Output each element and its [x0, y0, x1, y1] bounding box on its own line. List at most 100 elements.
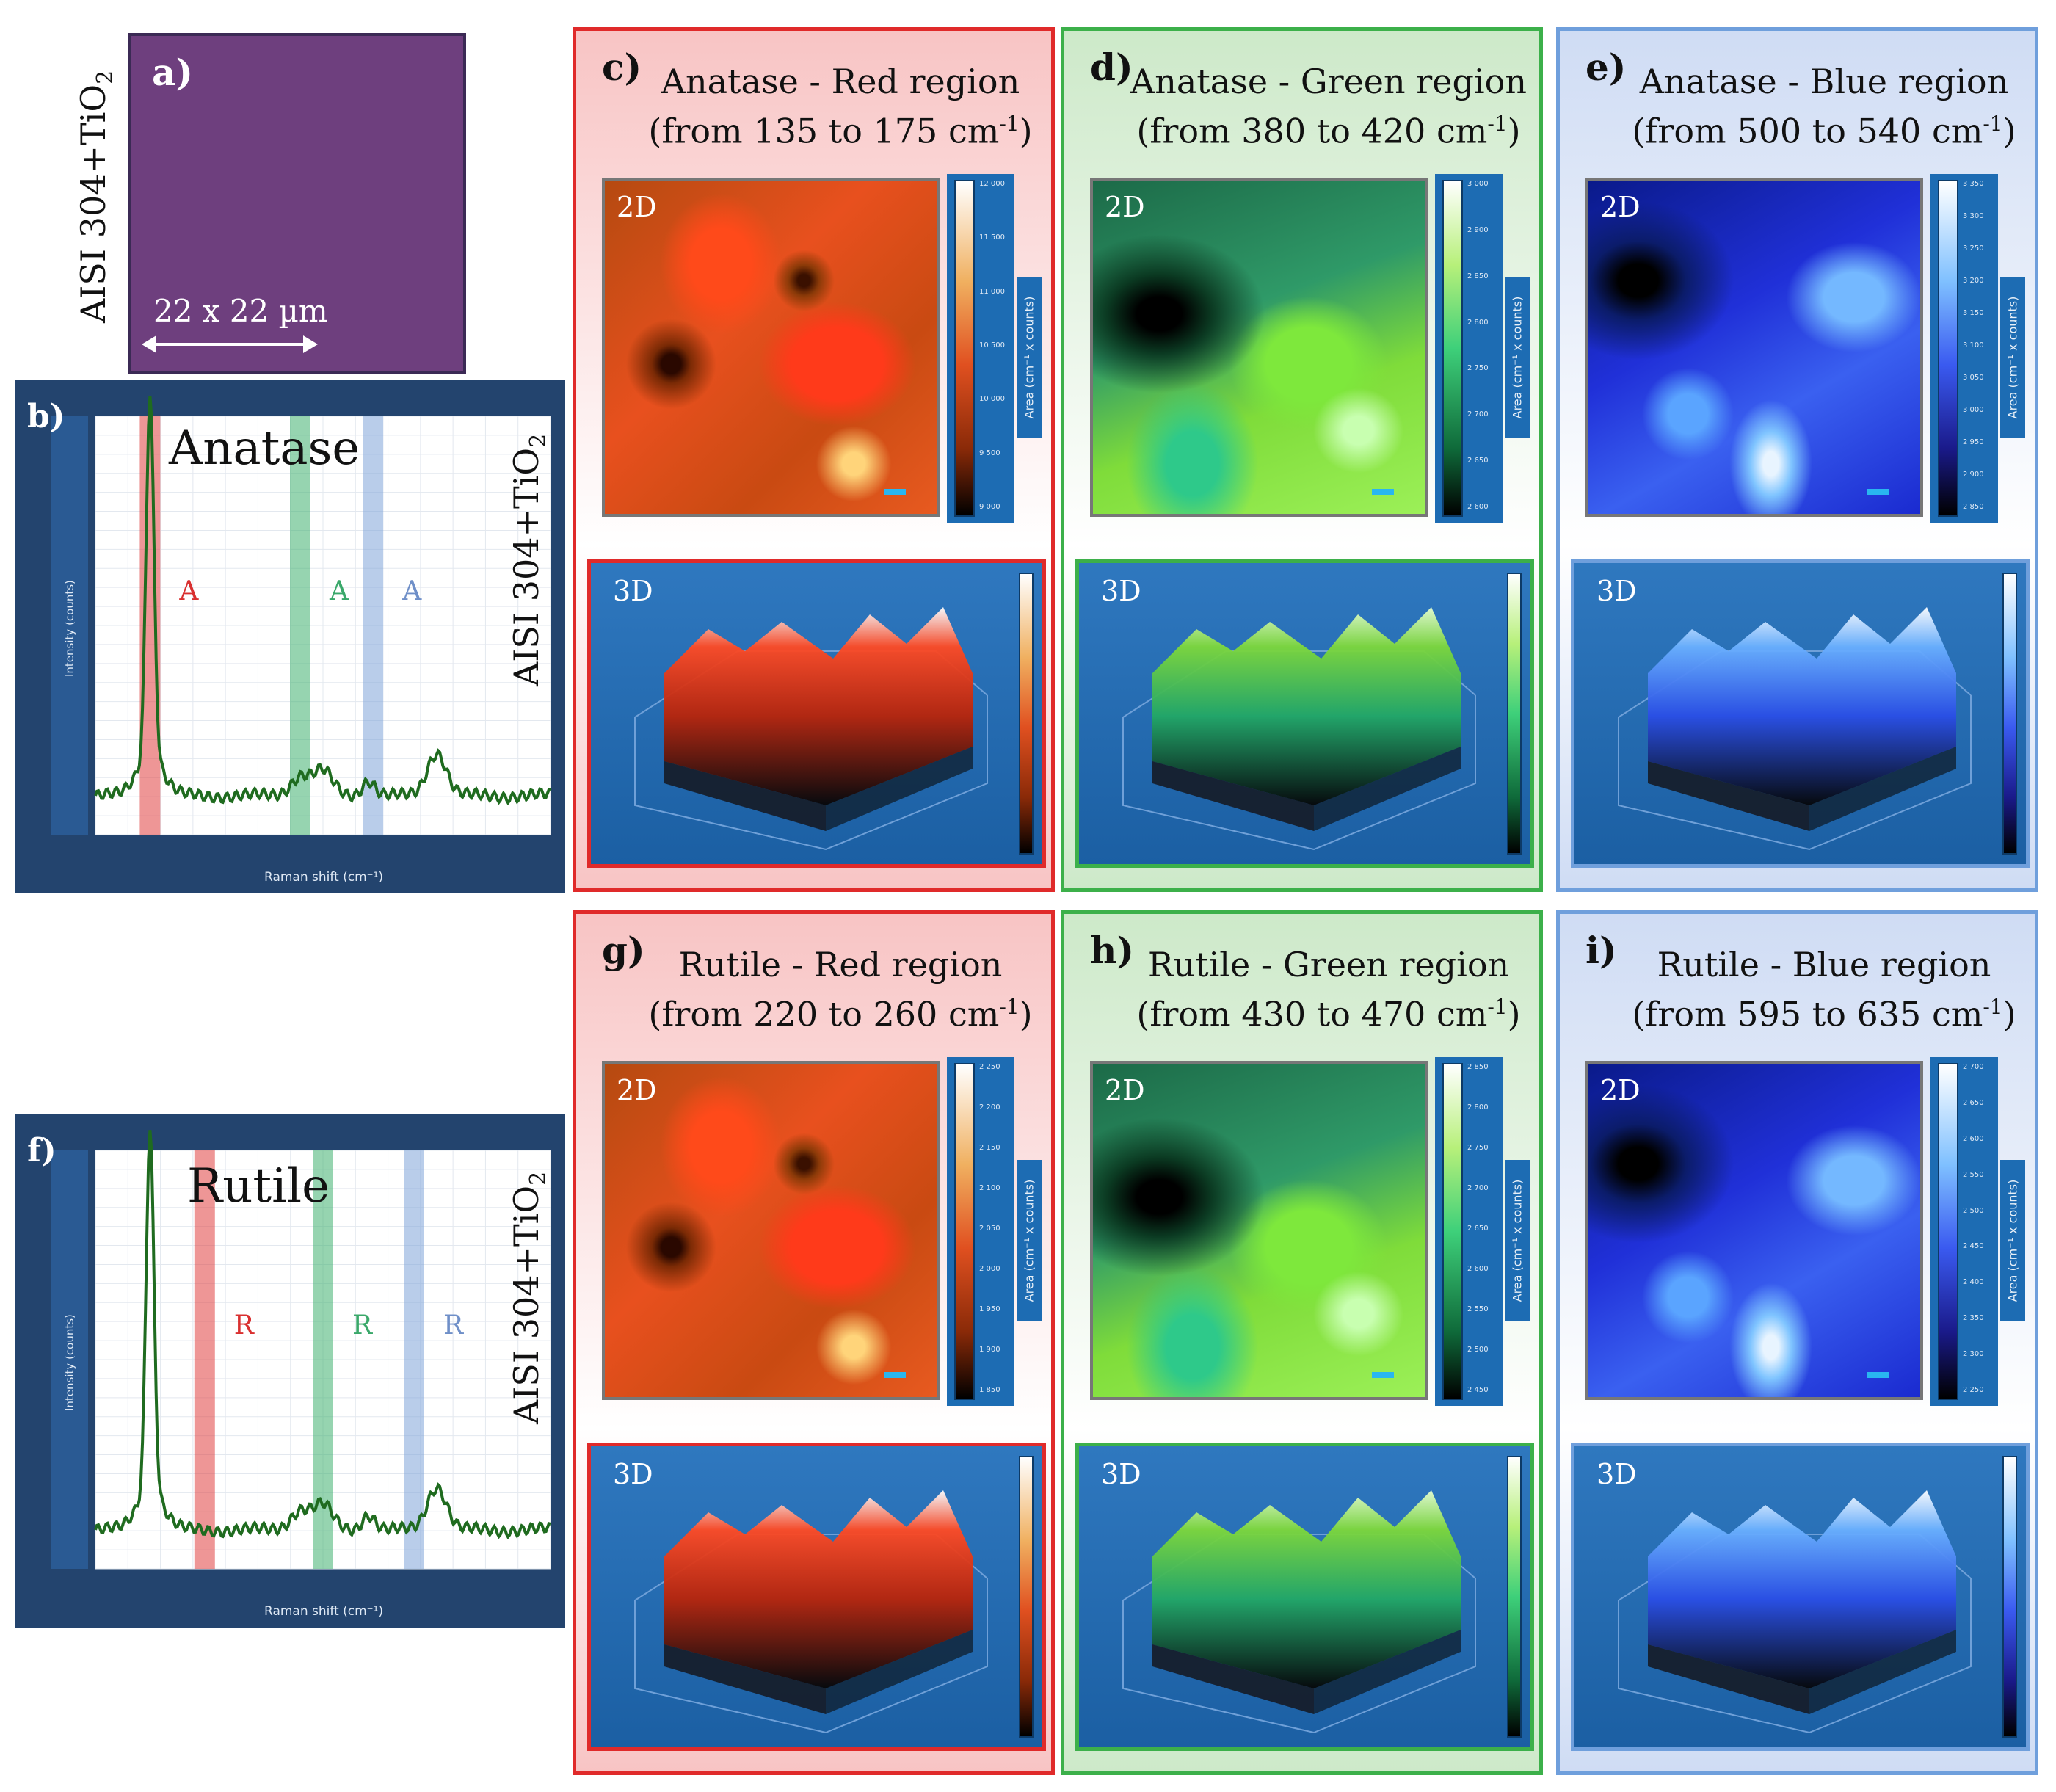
- panel-label: f): [27, 1132, 57, 1169]
- colorbar-tick: 2 850: [1467, 272, 1489, 280]
- y-axis-strip: [51, 1150, 88, 1569]
- map-2d: 2D: [1585, 1061, 1923, 1400]
- map-3d: 3D: [1075, 559, 1534, 868]
- tag-2d: 2D: [1600, 1074, 1641, 1106]
- colorbar-2d: 2 850 2 800 2 750 2 700 2 650 2 600 2 550 2 500…: [1435, 1057, 1503, 1406]
- sample-panel: a) 22 x 22 µm: [128, 33, 466, 374]
- map-2d: 2D: [1090, 1061, 1428, 1400]
- colorbar-tick: 2 700: [1467, 1184, 1489, 1192]
- colorbar-tick: 3 150: [1963, 309, 1984, 317]
- tag-3d: 3D: [613, 575, 653, 607]
- colorbar-tick: 3 000: [1963, 406, 1984, 414]
- colorbar-tick: 3 200: [1963, 277, 1984, 285]
- colorbar-2d: 3 000 2 900 2 850 2 800 2 750 2 700 2 650 2 600: [1435, 174, 1503, 523]
- tag-3d: 3D: [1101, 575, 1141, 607]
- spectrum-line: [94, 1130, 551, 1540]
- band-letter-1: R: [352, 1310, 373, 1341]
- scale-bar: [1372, 1372, 1394, 1378]
- colorbar-tick: 2 750: [1467, 1144, 1489, 1152]
- tag-2d: 2D: [617, 191, 657, 223]
- phase-name: Rutile: [187, 1159, 330, 1214]
- colorbar-tick: 2 900: [1467, 225, 1489, 234]
- colorbar-tick: 2 150: [979, 1144, 1000, 1152]
- colorbar-3d: [1013, 567, 1042, 860]
- colorbar-label: Area (cm⁻¹ x counts): [1017, 277, 1042, 438]
- sample-side-label: AISI 304+TiO2: [73, 70, 119, 323]
- colorbar-tick: 2 100: [979, 1184, 1000, 1192]
- surface-3d: [1618, 1490, 1972, 1734]
- surface-3d: [634, 1490, 988, 1734]
- map-2d: 2D: [602, 178, 940, 517]
- colorbar-label: Area (cm⁻¹ x counts): [1505, 1160, 1530, 1321]
- tag-3d: 3D: [1101, 1458, 1141, 1490]
- map-2d: 2D: [1090, 178, 1428, 517]
- map-title: Rutile - Green region (from 430 to 470 c…: [1136, 945, 1521, 1034]
- band-2: [363, 416, 384, 835]
- surface-3d: [1122, 1490, 1476, 1734]
- band-1: [313, 1150, 333, 1569]
- colorbar-tick: 2 650: [1963, 1098, 1984, 1107]
- colorbar-tick: 2 600: [1467, 503, 1489, 511]
- scale-text: 22 x 22 µm: [153, 293, 328, 329]
- colorbar-tick: 3 050: [1963, 374, 1984, 382]
- tag-2d: 2D: [1105, 191, 1145, 223]
- panel-label: c): [602, 46, 642, 89]
- y-axis-label: Intensity (counts): [63, 1314, 76, 1411]
- colorbar-2d: 3 350 3 300 3 250 3 200 3 150 3 100 3 050 3 000…: [1930, 174, 1998, 523]
- colorbar-tick: 2 550: [1963, 1170, 1984, 1179]
- colorbar-tick: 2 450: [1467, 1386, 1489, 1394]
- colorbar-tick: 2 650: [1467, 1225, 1489, 1233]
- spectrum-side-label-rutile: AISI 304+TiO2: [506, 1171, 552, 1424]
- colorbar-label: Area (cm⁻¹ x counts): [1505, 277, 1530, 438]
- band-letter-2: R: [443, 1310, 464, 1341]
- colorbar-tick: 2 500: [1467, 1346, 1489, 1354]
- map-panel-i: i) Rutile - Blue region (from 595 to 635…: [1556, 910, 2038, 1775]
- y-axis-strip: [51, 416, 88, 835]
- map-title: Anatase - Red region (from 135 to 175 cm…: [648, 62, 1033, 151]
- colorbar-2d: 12 000 11 500 11 000 10 500 10 000 9 500 9 000: [947, 174, 1014, 523]
- colorbar-3d: [1501, 1450, 1530, 1744]
- colorbar-tick: 10 500: [979, 341, 1005, 349]
- scale-bar: [1867, 489, 1889, 495]
- panel-label: i): [1585, 929, 1617, 972]
- colorbar-2d: 2 250 2 200 2 150 2 100 2 050 2 000 1 950 1 900…: [947, 1057, 1014, 1406]
- tag-3d: 3D: [1597, 575, 1637, 607]
- x-axis-label: Raman shift (cm⁻¹): [264, 1604, 383, 1619]
- map-3d: 3D: [587, 559, 1046, 868]
- colorbar-tick: 2 250: [979, 1063, 1000, 1071]
- colorbar-tick: 2 350: [1963, 1314, 1984, 1323]
- colorbar-tick: 2 700: [1467, 410, 1489, 419]
- colorbar-tick: 1 900: [979, 1346, 1000, 1354]
- colorbar-label: Area (cm⁻¹ x counts): [2000, 277, 2025, 438]
- map-panel-e: e) Anatase - Blue region (from 500 to 54…: [1556, 27, 2038, 892]
- panel-label: b): [27, 398, 65, 435]
- colorbar-tick: 3 300: [1963, 212, 1984, 220]
- band-2: [404, 1150, 424, 1569]
- map-3d: 3D: [1571, 1443, 2030, 1751]
- surface-3d: [1122, 607, 1476, 851]
- colorbar-tick: 2 300: [1963, 1350, 1984, 1359]
- colorbar-tick: 2 000: [979, 1265, 1000, 1273]
- colorbar-3d: [1997, 1450, 2026, 1744]
- colorbar-tick: 3 250: [1963, 244, 1984, 253]
- colorbar-tick: 2 950: [1963, 438, 1984, 446]
- scale-bar: [884, 1372, 906, 1378]
- colorbar-tick: 2 500: [1963, 1206, 1984, 1215]
- colorbar-tick: 2 550: [1467, 1305, 1489, 1313]
- scale-arrow-head-left: [142, 335, 156, 353]
- rutile-spectrum-panel: R R R Rutile f) Intensity (counts) Raman shift…: [15, 1114, 565, 1628]
- colorbar-tick: 2 050: [979, 1225, 1000, 1233]
- colorbar-3d: [1501, 567, 1530, 860]
- tag-3d: 3D: [1597, 1458, 1637, 1490]
- colorbar-tick: 2 800: [1467, 1103, 1489, 1111]
- map-panel-c: c) Anatase - Red region (from 135 to 175…: [573, 27, 1055, 892]
- x-axis-label: Raman shift (cm⁻¹): [264, 870, 383, 885]
- colorbar-tick: 2 450: [1963, 1242, 1984, 1251]
- colorbar-tick: 2 850: [1963, 503, 1984, 511]
- tag-3d: 3D: [613, 1458, 653, 1490]
- colorbar-tick: 1 950: [979, 1305, 1000, 1313]
- map-panel-g: g) Rutile - Red region (from 220 to 260 …: [573, 910, 1055, 1775]
- map-title: Rutile - Blue region (from 595 to 635 cm…: [1632, 945, 2016, 1034]
- panel-label: e): [1585, 46, 1627, 89]
- map-3d: 3D: [1075, 1443, 1534, 1751]
